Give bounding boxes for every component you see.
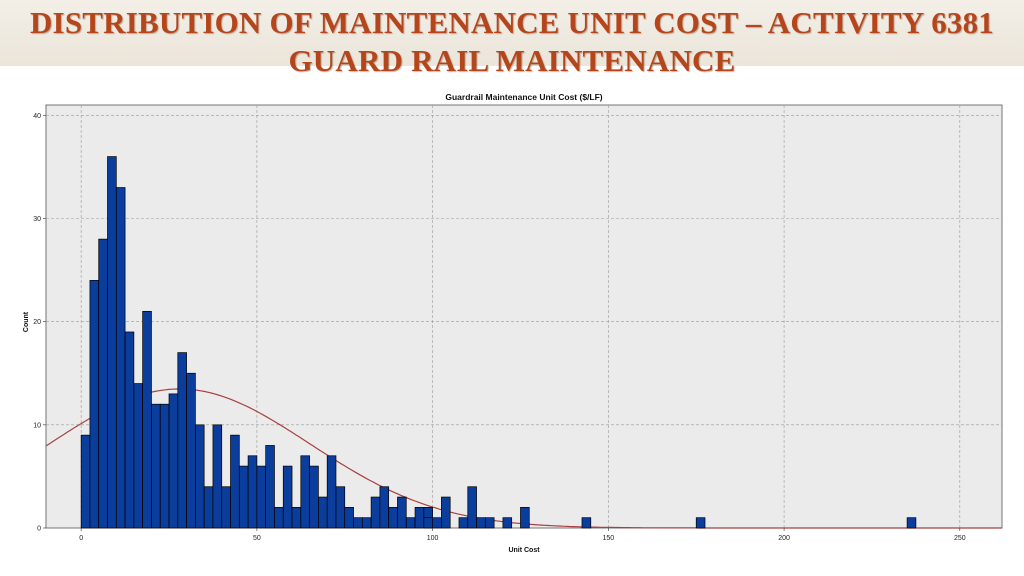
slide-title-line-1: DISTRIBUTION OF MAINTENANCE UNIT COST – …: [29, 5, 995, 40]
histogram-bar: [467, 486, 477, 529]
histogram-bar: [502, 517, 513, 529]
histogram-bar: [98, 238, 108, 529]
histogram-bar: [291, 507, 302, 529]
slide-title: DISTRIBUTION OF MAINTENANCE UNIT COST – …: [0, 4, 1024, 80]
histogram-chart: Guardrail Maintenance Unit Cost ($/LF) 0…: [23, 92, 1003, 554]
histogram-bar: [484, 517, 495, 529]
plot-area: [45, 104, 1003, 529]
histogram-bar: [168, 393, 179, 529]
chart-title: Guardrail Maintenance Unit Cost ($/LF): [445, 92, 602, 102]
histogram-bar: [282, 465, 293, 529]
histogram-bars: [80, 156, 917, 529]
histogram-bar: [423, 517, 433, 529]
histogram-bar: [274, 507, 284, 529]
histogram-bar: [247, 455, 258, 529]
histogram-bar: [115, 187, 126, 529]
x-axis-ticks: 0 50 100 150 200 250: [79, 528, 966, 542]
histogram-bar: [300, 455, 310, 529]
histogram-bar: [124, 331, 135, 529]
histogram-bar: [318, 496, 328, 529]
x-axis-label: Unit Cost: [508, 547, 540, 554]
histogram-bar: [186, 372, 196, 529]
histogram-bar: [432, 517, 442, 529]
histogram-bar: [80, 434, 91, 529]
x-tick-label: 250: [954, 535, 966, 542]
histogram-bar: [221, 486, 231, 529]
x-tick-label: 0: [79, 535, 83, 542]
histogram-bar: [906, 517, 917, 529]
histogram-bar: [520, 507, 530, 529]
y-axis-label: Count: [23, 311, 30, 332]
slide-title-line-2: GUARD RAIL MAINTENANCE: [288, 43, 736, 78]
histogram-bar: [107, 156, 117, 529]
histogram-bar: [405, 517, 416, 529]
y-tick-label: 40: [33, 113, 41, 120]
histogram-bar: [379, 486, 390, 529]
histogram-bar: [256, 465, 267, 529]
histogram-bar: [335, 486, 346, 529]
x-tick-label: 150: [603, 535, 615, 542]
histogram-bar: [353, 517, 363, 529]
histogram-bar: [142, 310, 152, 529]
histogram-bar: [89, 280, 100, 529]
y-tick-label: 20: [33, 319, 41, 326]
histogram-bar: [151, 403, 161, 529]
histogram-bar: [265, 445, 275, 529]
histogram-bar: [581, 517, 592, 529]
histogram-bar: [397, 496, 407, 529]
histogram-bar: [159, 403, 170, 529]
grid-lines: [46, 105, 1002, 528]
histogram-bar: [309, 465, 319, 529]
y-tick-label: 10: [33, 422, 41, 429]
histogram-bar: [370, 496, 381, 529]
histogram-bar: [344, 507, 354, 529]
histogram-bar: [388, 507, 398, 529]
histogram-bar: [203, 486, 214, 529]
histogram-bar: [133, 383, 144, 529]
x-tick-label: 200: [778, 535, 790, 542]
histogram-bar: [326, 455, 337, 529]
y-tick-label: 30: [33, 216, 41, 223]
histogram-bar: [414, 507, 425, 529]
histogram-bar: [238, 465, 249, 529]
histogram-bar: [441, 496, 451, 529]
y-tick-label: 0: [37, 526, 41, 533]
y-axis-ticks: 0 10 20 30 40: [33, 113, 46, 533]
histogram-bar: [361, 517, 372, 529]
histogram-bar: [195, 424, 205, 529]
slide-header: [0, 0, 1024, 66]
histogram-bar: [177, 352, 187, 529]
histogram-bar: [695, 517, 706, 529]
x-tick-label: 50: [253, 535, 261, 542]
histogram-bar: [476, 517, 486, 529]
x-tick-label: 100: [427, 535, 439, 542]
histogram-bar: [230, 434, 240, 529]
histogram-bar: [212, 424, 223, 529]
histogram-bar: [458, 517, 469, 529]
